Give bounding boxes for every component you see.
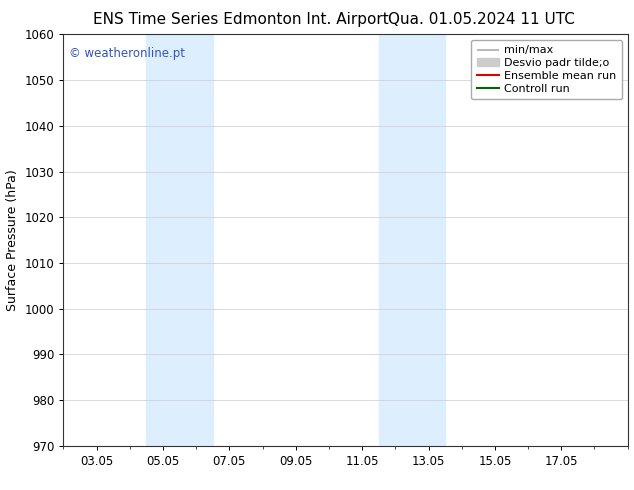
Text: Qua. 01.05.2024 11 UTC: Qua. 01.05.2024 11 UTC bbox=[389, 12, 575, 27]
Bar bbox=[146, 34, 213, 446]
Text: ENS Time Series Edmonton Int. Airport: ENS Time Series Edmonton Int. Airport bbox=[93, 12, 389, 27]
Bar bbox=[378, 34, 445, 446]
Text: © weatheronline.pt: © weatheronline.pt bbox=[69, 47, 185, 60]
Y-axis label: Surface Pressure (hPa): Surface Pressure (hPa) bbox=[6, 169, 19, 311]
Legend: min/max, Desvio padr tilde;o, Ensemble mean run, Controll run: min/max, Desvio padr tilde;o, Ensemble m… bbox=[471, 40, 622, 99]
